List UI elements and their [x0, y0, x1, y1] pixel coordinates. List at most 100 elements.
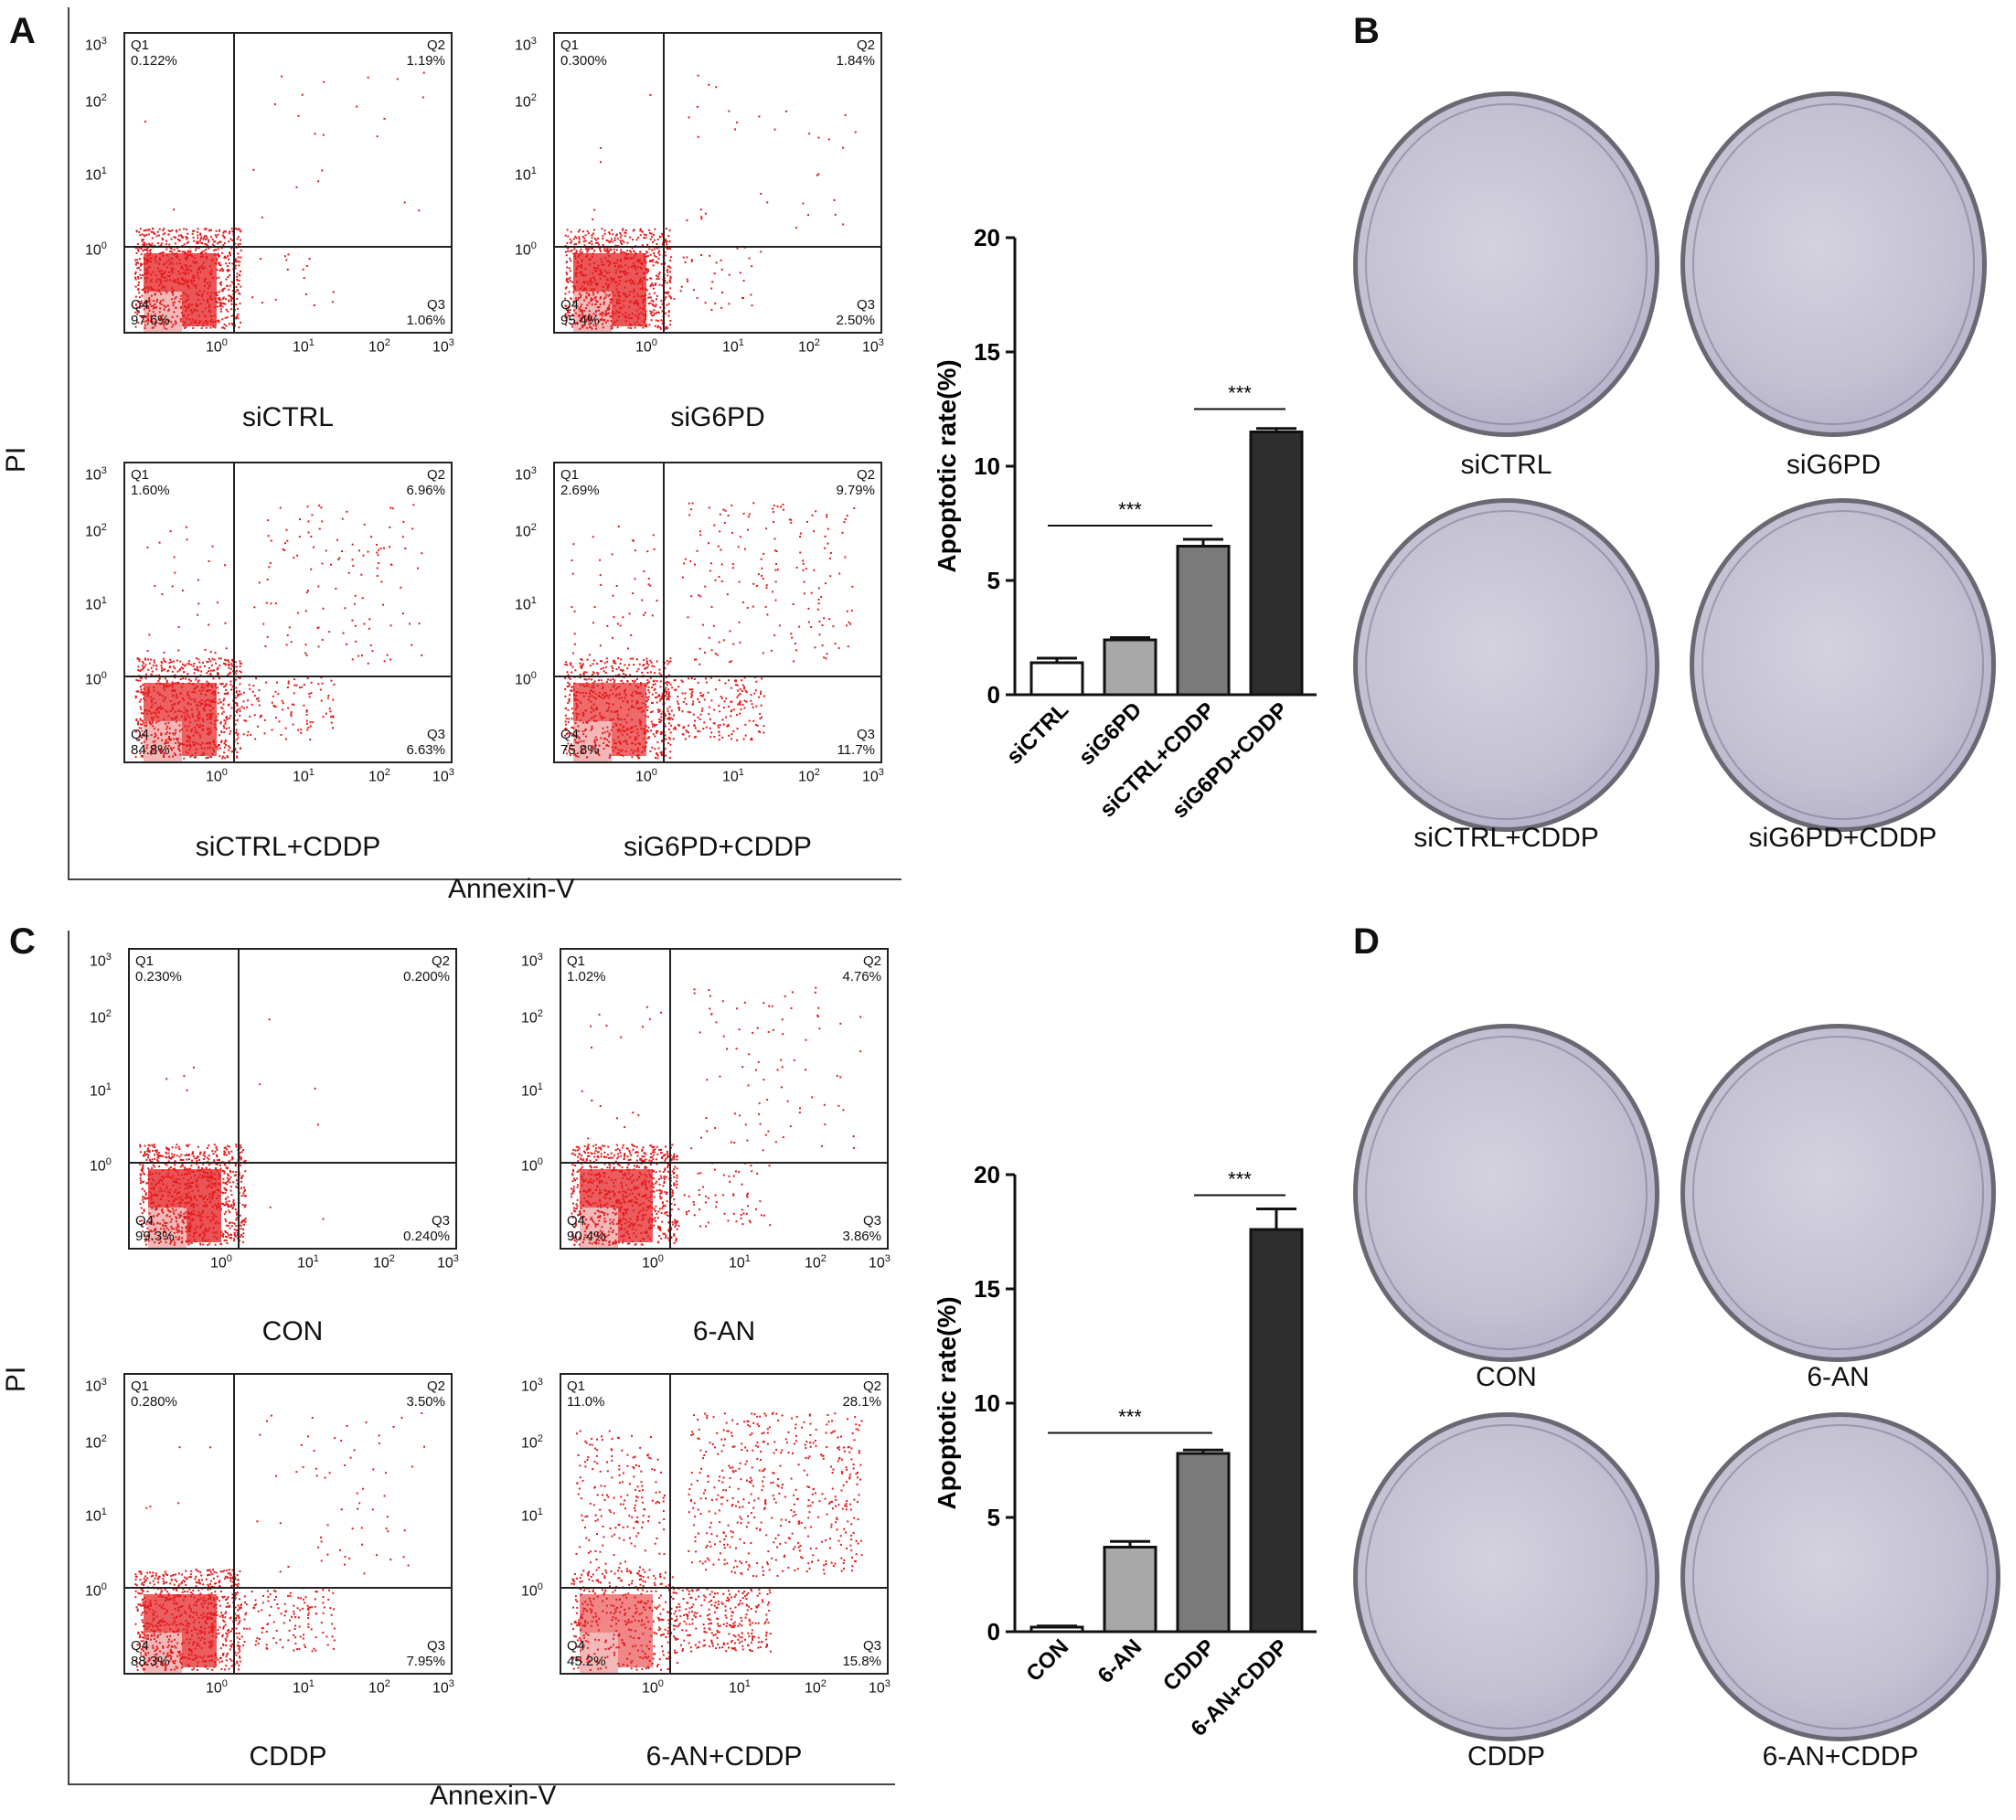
quadrant-gate-vertical: [233, 34, 235, 332]
significance-stars: ***: [1228, 1168, 1252, 1191]
panel-letter-b: B: [1353, 11, 1380, 51]
colony-dish-d2: [1680, 1024, 1996, 1362]
quadrant-q1-label: Q1 0.300%: [560, 37, 607, 69]
quadrant-percent: 11.7%: [837, 742, 875, 758]
x-tick-label: 101: [729, 1253, 751, 1272]
quadrant-gate-horizontal: [125, 246, 451, 248]
flow-plot-a-1: Q1 0.122% Q2 1.19% Q3 1.06% Q4 97.6%: [123, 32, 453, 334]
dish-caption-b1: siCTRL: [1460, 450, 1552, 480]
y-tick-label: 103: [85, 465, 107, 484]
y-tick-label: 100: [521, 1581, 543, 1600]
x-tick-label: 6-AN: [1093, 1634, 1147, 1688]
x-tick-label: 100: [206, 337, 228, 356]
quadrant-name: Q2: [856, 37, 875, 53]
quadrant-percent: 9.79%: [836, 483, 875, 498]
quadrant-percent: 1.06%: [406, 313, 445, 328]
x-tick-label: siG6PD: [1074, 697, 1147, 770]
quadrant-q3-label: Q3 7.95%: [406, 1638, 445, 1669]
quadrant-q1-label: Q1 0.280%: [131, 1378, 177, 1410]
quadrant-gate-vertical: [233, 463, 235, 761]
y-tick-label: 10: [974, 1389, 1000, 1417]
quadrant-percent: 7.95%: [406, 1654, 445, 1669]
quadrant-q3-label: Q3 15.8%: [842, 1638, 881, 1669]
quadrant-gate-horizontal: [125, 1587, 451, 1589]
colony-dish-d1: [1353, 1024, 1659, 1362]
y-tick-label: 103: [85, 1377, 107, 1395]
quadrant-name: Q1: [560, 37, 580, 53]
quadrant-percent: 1.02%: [567, 969, 606, 985]
quadrant-name: Q1: [560, 467, 580, 483]
quadrant-percent: 97.6%: [131, 313, 170, 328]
y-tick-label: 103: [90, 952, 112, 970]
quadrant-name: Q2: [426, 1378, 445, 1394]
quadrant-q2-label: Q2 9.79%: [836, 467, 875, 498]
quadrant-percent: 0.300%: [560, 53, 607, 69]
colony-dish-d4: [1680, 1412, 2000, 1741]
quadrant-q1-label: Q1 1.02%: [567, 953, 606, 985]
x-tick-label: 100: [210, 1253, 232, 1272]
quadrant-percent: 0.280%: [131, 1394, 177, 1410]
quadrant-q4-label: Q4 45.2%: [567, 1638, 606, 1669]
x-tick-label: 103: [432, 337, 454, 356]
flow-plot-caption: siCTRL+CDDP: [195, 832, 381, 862]
flow-scatter-dots: [564, 74, 857, 332]
quadrant-gate-vertical: [233, 1375, 235, 1673]
dish-caption-d1: CON: [1476, 1362, 1537, 1392]
quadrant-name: Q2: [862, 1378, 881, 1394]
colony-dish-b2: [1680, 91, 1987, 437]
x-tick-label: 101: [293, 337, 315, 356]
x-tick-label: 102: [373, 1253, 395, 1272]
flow-scatter-dots: [134, 504, 423, 761]
quadrant-name: Q1: [131, 1378, 150, 1394]
y-tick-label: 102: [521, 1008, 543, 1027]
quadrant-name: Q1: [131, 37, 150, 53]
x-tick-label: CON: [1021, 1634, 1073, 1687]
quadrant-percent: 95.4%: [560, 313, 600, 328]
flow-plot-caption: CON: [261, 1316, 324, 1346]
flow-plot-caption: siG6PD: [670, 402, 765, 432]
quadrant-gate-vertical: [669, 950, 671, 1248]
quadrant-name: Q3: [426, 297, 445, 313]
panel-a-frame-bottom: [68, 878, 901, 880]
bar: [1103, 1546, 1157, 1634]
quadrant-percent: 15.8%: [842, 1654, 881, 1669]
quadrant-gate-vertical: [238, 950, 240, 1248]
quadrant-gate-horizontal: [130, 1162, 455, 1164]
flow-scatter-dots: [139, 1018, 325, 1248]
x-tick-label: 101: [722, 337, 744, 356]
significance-stars: ***: [1118, 1406, 1142, 1429]
y-axis-label: Apoptotic rate(%): [933, 1296, 961, 1509]
x-tick-label: 101: [293, 1678, 315, 1697]
flow-scatter-dots: [134, 1411, 425, 1673]
x-tick-label: 101: [293, 767, 315, 785]
y-tick-label: 5: [987, 1504, 1000, 1531]
y-tick-label: 15: [974, 338, 1000, 366]
quadrant-percent: 2.50%: [836, 313, 875, 328]
flow-plot-c-1: Q1 0.230% Q2 0.200% Q3 0.240% Q4 99.3%: [128, 948, 457, 1250]
quadrant-q1-label: Q1 1.60%: [131, 467, 170, 498]
quadrant-percent: 0.200%: [403, 969, 450, 985]
x-tick-label: siCTRL: [1002, 697, 1073, 769]
quadrant-percent: 1.60%: [131, 483, 170, 498]
quadrant-name: Q4: [560, 727, 580, 742]
y-tick-label: 101: [85, 1506, 107, 1525]
quadrant-q2-label: Q2 1.19%: [406, 37, 445, 69]
quadrant-q2-label: Q2 4.76%: [842, 953, 881, 985]
flow-plot-c-3: Q1 0.280% Q2 3.50% Q3 7.95% Q4 88.3%: [123, 1373, 453, 1675]
quadrant-q4-label: Q4 95.4%: [560, 297, 600, 328]
y-tick-label: 101: [521, 1506, 543, 1525]
quadrant-percent: 1.84%: [836, 53, 875, 69]
quadrant-q1-label: Q1 0.230%: [135, 953, 182, 985]
y-tick-label: 100: [515, 670, 537, 688]
y-tick-label: 101: [85, 165, 107, 184]
x-tick-label: 100: [206, 767, 228, 785]
quadrant-q1-label: Q1 2.69%: [560, 467, 600, 498]
quadrant-percent: 0.122%: [131, 53, 177, 69]
quadrant-q4-label: Q4 88.3%: [131, 1638, 170, 1669]
y-tick-label: 101: [85, 595, 107, 613]
panel-letter-c: C: [9, 921, 36, 962]
y-tick-label: 100: [85, 670, 107, 688]
quadrant-q2-label: Q2 0.200%: [403, 953, 450, 985]
y-tick-label: 102: [90, 1008, 112, 1027]
y-tick-label: 101: [515, 165, 537, 184]
